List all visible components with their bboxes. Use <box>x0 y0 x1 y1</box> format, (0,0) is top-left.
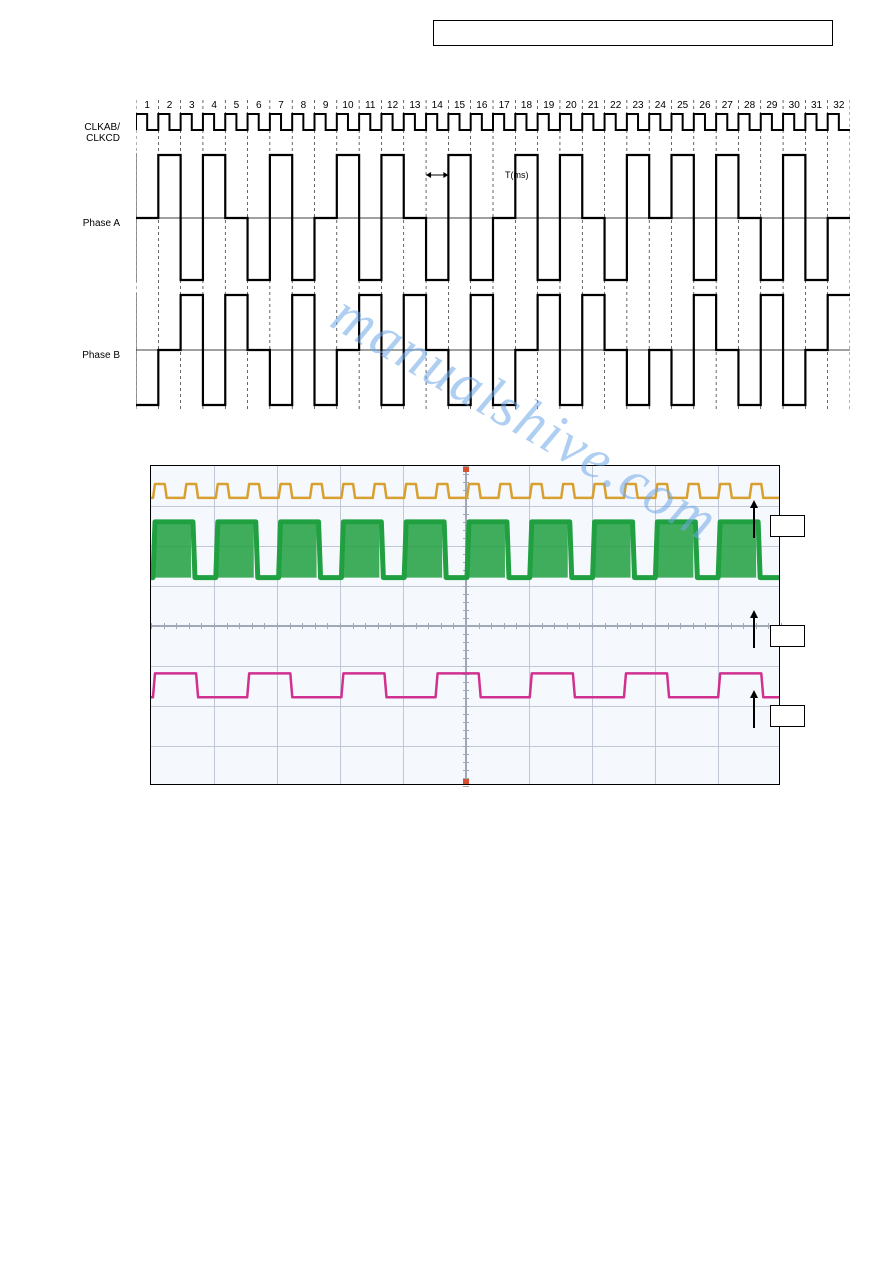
clk-label-line1: CLKAB/ <box>84 122 120 133</box>
arrow-head-ch3 <box>750 690 758 698</box>
clk-label-line2: CLKCD <box>86 133 120 144</box>
scope-screen <box>150 465 780 785</box>
label-box-ch1 <box>770 515 805 537</box>
arrow-line-ch1 <box>753 508 755 538</box>
clk-label: CLKAB/ CLKCD <box>60 122 120 144</box>
timing-svg <box>136 100 850 420</box>
arrow-line-ch2 <box>753 618 755 648</box>
label-box-ch3 <box>770 705 805 727</box>
arrow-line-ch3 <box>753 698 755 728</box>
arrow-head-ch2 <box>750 610 758 618</box>
scope-waves <box>151 466 779 785</box>
timing-diagram: 1234567891011121314151617181920212223242… <box>60 100 850 420</box>
phaseB-label: Phase B <box>60 350 120 361</box>
label-box-ch2 <box>770 625 805 647</box>
arrow-head-ch1 <box>750 500 758 508</box>
tms-label: T(ms) <box>505 170 529 180</box>
phaseA-label: Phase A <box>60 218 120 229</box>
title-box <box>433 20 833 46</box>
oscilloscope-capture <box>150 465 780 785</box>
